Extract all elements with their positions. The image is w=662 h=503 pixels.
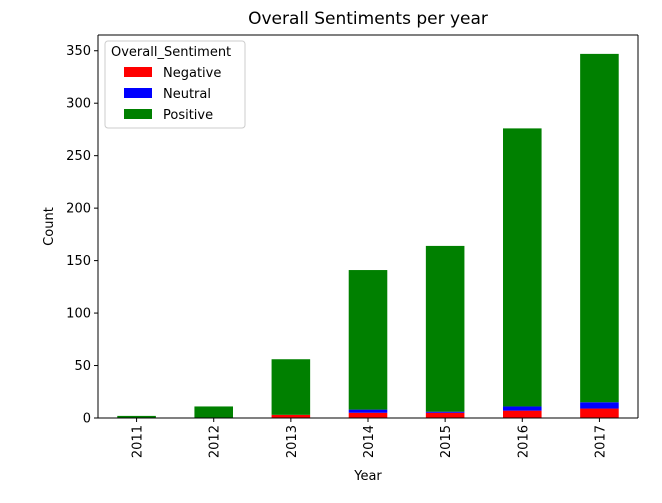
x-tick-label: 2015: [439, 425, 454, 458]
bar-negative-2016: [503, 410, 542, 418]
y-axis-label: Count: [42, 207, 57, 246]
bar-positive-2016: [503, 128, 542, 407]
bar-negative-2015: [425, 412, 465, 418]
legend-frame: [104, 40, 246, 129]
bars-group: [117, 53, 619, 418]
x-tick-label: 2011: [131, 425, 146, 458]
legend-label-positive: Positive: [163, 108, 213, 123]
x-tick-label: 2017: [593, 425, 608, 458]
bar-positive-2014: [348, 270, 388, 410]
bar-negative-2013: [271, 414, 311, 418]
y-tick-label: 200: [66, 202, 91, 217]
legend-label-neutral: Neutral: [163, 87, 211, 102]
bar-neutral-2014: [348, 409, 388, 413]
legend-title: Overall_Sentiment: [111, 45, 231, 60]
y-tick-label: 350: [66, 44, 91, 59]
legend-swatch-positive: [124, 109, 152, 119]
bar-positive-2013: [271, 359, 311, 415]
legend-label-negative: Negative: [163, 66, 221, 81]
y-tick-label: 50: [74, 359, 91, 374]
x-tick-label: 2014: [362, 425, 377, 458]
y-tick-label: 100: [66, 307, 91, 322]
bar-negative-2017: [580, 408, 619, 418]
x-tick-label: 2012: [208, 425, 223, 458]
legend-swatch-neutral: [124, 88, 152, 98]
bar-positive-2012: [194, 406, 233, 418]
bar-neutral-2016: [503, 406, 542, 411]
bar-neutral-2015: [425, 411, 465, 413]
bar-positive-2015: [425, 245, 465, 412]
x-axis-label: Year: [353, 469, 382, 484]
bar-positive-2011: [117, 415, 156, 418]
axes-group: 0 50 100 150 200 250 300 350 2011 2012 2013 2014 201…: [66, 34, 639, 458]
y-tick-label: 300: [66, 97, 91, 112]
bar-negative-2014: [348, 412, 388, 418]
y-tick-label: 0: [83, 412, 91, 427]
y-tick-label: 150: [66, 254, 91, 269]
legend-swatch-negative: [124, 67, 152, 77]
bar-neutral-2017: [580, 402, 619, 409]
bar-positive-2017: [580, 53, 619, 403]
x-tick-label: 2013: [285, 425, 300, 458]
x-tick-label: 2016: [516, 425, 531, 458]
y-tick-label: 250: [66, 149, 91, 164]
chart-title: Overall Sentiments per year: [248, 9, 488, 29]
legend: Overall_Sentiment Negative Neutral Positive: [104, 40, 246, 129]
